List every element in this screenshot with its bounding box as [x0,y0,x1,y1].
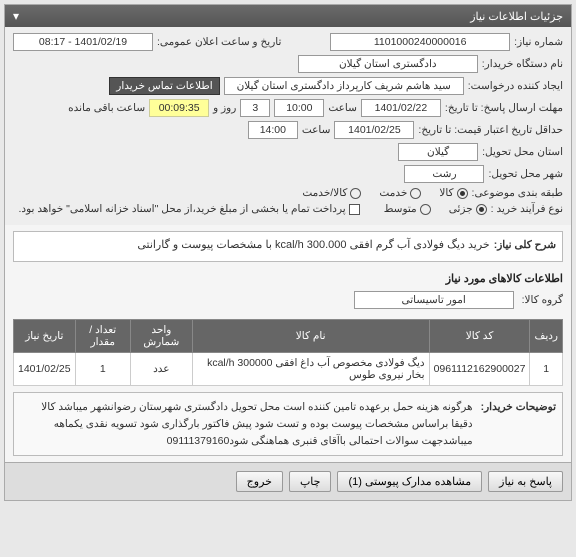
items-table: ردیف کد کالا نام کالا واحد شمارش تعداد /… [13,319,563,386]
row-city: شهر محل تحویل: رشت [13,165,563,183]
cell-code: 0961112162900027 [429,353,530,386]
announce-label: تاریخ و ساعت اعلان عمومی: [157,36,281,48]
requester-value: سید هاشم شریف کارپرداز دادگستری استان گی… [224,77,464,95]
radio-dot-icon [420,204,431,215]
need-number-value: 1101000240000016 [330,33,510,51]
purchase-type-label: نوع فرآیند خرید : [491,203,563,215]
reply-button[interactable]: پاسخ به نیاز [488,471,563,492]
row-need-number: شماره نیاز: 1101000240000016 تاریخ و ساع… [13,33,563,51]
buyer-notes-block: توضیحات خریدار: هرگونه هزینه حمل برعهده … [13,392,563,456]
collapse-icon[interactable]: ▾ [13,9,19,23]
description-text: خرید دیگ فولادی آب گرم افقی kcal/h 300.0… [137,238,489,251]
radio-dot-icon [410,188,421,199]
price-valid-time: 14:00 [248,121,298,139]
time-label-2: ساعت [302,124,331,136]
table-header-row: ردیف کد کالا نام کالا واحد شمارش تعداد /… [14,320,563,353]
group-value: امور تاسیساتی [354,291,514,309]
deadline-time: 10:00 [274,99,324,117]
city-value: رشت [404,165,484,183]
panel-header: جزئیات اطلاعات نیاز ▾ [5,5,571,27]
buyer-org-value: دادگستری استان گیلان [298,55,478,73]
th-need-date: تاریخ نیاز [14,320,76,353]
days-suffix: روز و [213,102,236,114]
buyer-notes-label: توضیحات خریدار: [481,399,556,449]
deadline-label: مهلت ارسال پاسخ: تا تاریخ: [445,102,563,114]
th-qty: تعداد / مقدار [75,320,130,353]
radio-medium-label: متوسط [384,203,417,215]
description-block: شرح کلی نیاز: خرید دیگ فولادی آب گرم افق… [13,231,563,262]
need-details-panel: جزئیات اطلاعات نیاز ▾ شماره نیاز: 110100… [4,4,572,501]
print-button[interactable]: چاپ [289,471,332,492]
radio-dot-icon [350,188,361,199]
cell-need-date: 1401/02/25 [14,353,76,386]
radio-service[interactable]: خدمت [379,187,421,199]
group-label: گروه کالا: [522,294,563,306]
payment-note: پرداخت تمام یا بخشی از مبلغ خرید،از محل … [19,203,346,215]
radio-dot-icon [476,204,487,215]
category-radio-group: کالا خدمت کالا/خدمت [302,187,467,199]
requester-label: ایجاد کننده درخواست: [468,80,563,92]
deadline-date: 1401/02/22 [361,99,441,117]
price-valid-date: 1401/02/25 [334,121,414,139]
radio-medium[interactable]: متوسط [384,203,431,215]
radio-small-label: جزئی [449,203,473,215]
row-deadline: مهلت ارسال پاسخ: تا تاریخ: 1401/02/22 سا… [13,99,563,117]
table-row[interactable]: 1 0961112162900027 دیگ فولادی مخصوص آب د… [14,353,563,386]
buyer-notes-text: هرگونه هزینه حمل برعهده تامین کننده است … [20,399,473,449]
cell-unit: عدد [130,353,192,386]
th-code: کد کالا [429,320,530,353]
need-number-label: شماره نیاز: [514,36,563,48]
purchase-type-radio-group: جزئی متوسط [384,203,487,215]
buyer-org-label: نام دستگاه خریدار: [482,58,563,70]
category-label: طبقه بندی موضوعی: [472,187,563,199]
cell-row: 1 [530,353,563,386]
th-row: ردیف [530,320,563,353]
time-label-1: ساعت [328,102,357,114]
cell-qty: 1 [75,353,130,386]
panel-title: جزئیات اطلاعات نیاز [470,10,563,23]
description-label: شرح کلی نیاز: [494,239,556,251]
days-value: 3 [240,99,270,117]
radio-goods[interactable]: کالا [439,187,467,199]
radio-goods-service[interactable]: کالا/خدمت [302,187,361,199]
checkbox-icon [349,204,360,215]
contact-button[interactable]: اطلاعات تماس خریدار [109,77,219,95]
row-buyer-org: نام دستگاه خریدار: دادگستری استان گیلان [13,55,563,73]
remaining-time: 00:09:35 [149,99,209,117]
radio-service-label: خدمت [379,187,407,199]
row-purchase-type: نوع فرآیند خرید : جزئی متوسط پرداخت تمام… [13,203,563,215]
remaining-label: ساعت باقی مانده [68,102,145,114]
radio-dot-icon [457,188,468,199]
row-province: استان محل تحویل: گیلان [13,143,563,161]
attachments-button[interactable]: مشاهده مدارک پیوستی (1) [337,471,482,492]
footer-bar: پاسخ به نیاز مشاهده مدارک پیوستی (1) چاپ… [5,462,571,500]
radio-small[interactable]: جزئی [449,203,487,215]
row-group: گروه کالا: امور تاسیساتی [5,289,571,315]
exit-button[interactable]: خروج [236,471,283,492]
price-valid-label: حداقل تاریخ اعتبار قیمت: تا تاریخ: [418,124,563,136]
row-category: طبقه بندی موضوعی: کالا خدمت کالا/خدمت [13,187,563,199]
province-value: گیلان [398,143,478,161]
row-price-validity: حداقل تاریخ اعتبار قیمت: تا تاریخ: 1401/… [13,121,563,139]
panel-body: شماره نیاز: 1101000240000016 تاریخ و ساع… [5,27,571,225]
province-label: استان محل تحویل: [482,146,563,158]
cell-name: دیگ فولادی مخصوص آب داغ افقی kcal/h 3000… [192,353,429,386]
radio-goods-service-label: کالا/خدمت [302,187,347,199]
announce-value: 1401/02/19 - 08:17 [13,33,153,51]
payment-checkbox[interactable]: پرداخت تمام یا بخشی از مبلغ خرید،از محل … [19,203,360,215]
th-unit: واحد شمارش [130,320,192,353]
th-name: نام کالا [192,320,429,353]
items-section-title: اطلاعات کالاهای مورد نیاز [5,268,571,289]
row-requester: ایجاد کننده درخواست: سید هاشم شریف کارپر… [13,77,563,95]
radio-goods-label: کالا [439,187,453,199]
city-label: شهر محل تحویل: [488,168,563,180]
